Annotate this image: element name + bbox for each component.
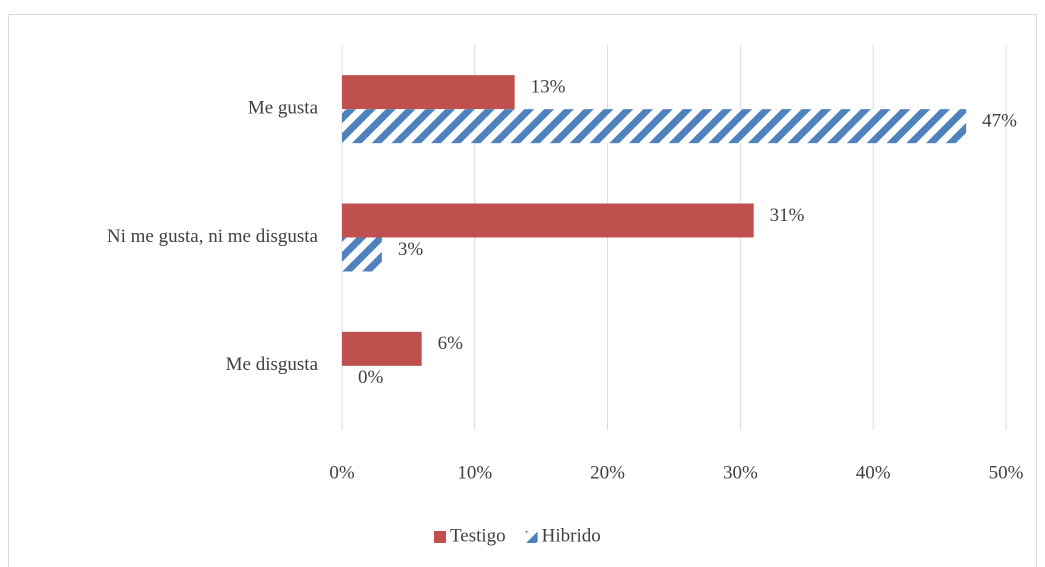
value-label: 0%	[358, 367, 384, 388]
y-tick-label: Me gusta	[248, 98, 319, 119]
x-tick-label: 50%	[989, 462, 1024, 483]
y-tick-label: Ni me gusta, ni me disgusta	[107, 226, 319, 247]
x-tick-label: 0%	[329, 462, 355, 483]
bar	[342, 109, 967, 144]
bar	[342, 203, 754, 238]
value-label: 6%	[438, 333, 464, 354]
bar	[342, 331, 422, 366]
x-tick-label: 10%	[457, 462, 492, 483]
x-tick-label: 30%	[723, 462, 758, 483]
value-label: 13%	[531, 77, 566, 98]
value-label: 31%	[770, 205, 805, 226]
chart-frame	[8, 14, 1037, 567]
y-tick-label: Me disgusta	[226, 354, 319, 375]
x-tick-label: 20%	[590, 462, 625, 483]
bar	[342, 237, 382, 272]
value-label: 3%	[398, 239, 424, 260]
value-label: 47%	[982, 111, 1017, 132]
bar	[342, 75, 515, 110]
legend-swatch	[525, 531, 538, 543]
legend-label: Hibrido	[542, 525, 601, 546]
legend-swatch	[434, 531, 446, 543]
legend-label: Testigo	[450, 525, 506, 546]
x-tick-label: 40%	[856, 462, 891, 483]
